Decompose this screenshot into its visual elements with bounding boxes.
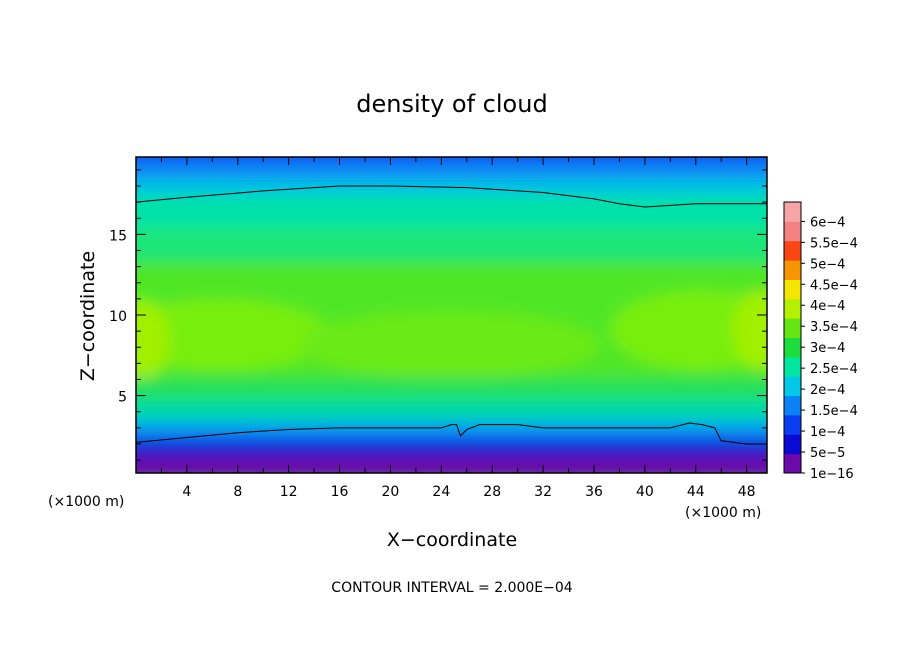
colorbar-label: 6e−4 [810,215,845,230]
field-core-center [300,311,600,379]
field-core-left [136,299,330,371]
colorbar-label: 1e−16 [810,467,854,482]
field-core-edge-right [732,290,767,370]
colorbar-swatch [784,318,801,338]
x-tick-label: 20 [382,484,400,500]
colorbar-swatch [784,453,801,474]
colorbar-label: 3.5e−4 [810,320,858,335]
colorbar-label: 4e−4 [810,299,845,314]
colorbar-label: 1e−4 [810,425,845,440]
colorbar-swatch [784,337,801,358]
colorbar-swatch [784,240,801,261]
colorbar-swatch [784,434,801,455]
x-unit-right: (×1000 m) [685,505,761,521]
colorbar-swatch [784,395,801,416]
density-field [136,157,767,473]
colorbar-label: 5e−4 [810,257,845,272]
colorbar-frame [783,201,802,474]
x-tick-label: 36 [585,484,603,500]
contour-line-upper [136,185,767,208]
colorbar-swatch [784,202,801,222]
field-core-edge-left [136,300,170,380]
x-tick-label: 40 [636,484,654,500]
colorbar-swatch [784,221,801,242]
x-tick-label: 8 [233,484,242,500]
colorbar: 1e−16 5e−5 1e−4 1.5e−4 2e−4 2.5e−4 3e−4 3.5e−4 4… [783,201,858,482]
chart-title: density of cloud [356,90,547,118]
colorbar-swatch [784,279,801,300]
y-tick-label: 5 [118,390,127,406]
contour-interval-label: CONTOUR INTERVAL = 2.000E−04 [331,580,572,596]
colorbar-swatch [784,414,801,435]
x-axis: 4 8 12 16 20 24 28 32 36 40 44 48 [160,157,756,500]
colorbar-label: 3e−4 [810,341,845,356]
colorbar-label: 4.5e−4 [810,278,858,293]
field-top-cyan [136,180,767,200]
field-bottom-dark [136,442,767,460]
field-upper-green [136,228,767,268]
x-tick-label: 16 [331,484,349,500]
colorbar-swatch [784,356,801,377]
x-tick-label: 32 [534,484,552,500]
colorbar-label: 5.5e−4 [810,236,858,251]
x-tick-label: 24 [432,484,450,500]
y-tick-label: 15 [109,228,127,244]
contour-line-lower [136,422,767,445]
x-tick-label: 4 [182,484,191,500]
field-upper-teal [136,196,767,234]
x-axis-title: X−coordinate [387,529,517,551]
colorbar-label: 2e−4 [810,383,845,398]
colorbar-swatch [784,298,801,319]
x-unit-left: (×1000 m) [48,494,124,510]
field-top-blue [136,162,767,184]
x-tick-label: 12 [280,484,298,500]
x-tick-label: 44 [687,484,705,500]
y-axis-title: Z−coordinate [77,251,99,381]
colorbar-label: 2.5e−4 [810,362,858,377]
y-axis: 5 10 15 [109,169,767,461]
y-tick-label: 10 [109,309,127,325]
x-tick-label: 28 [483,484,501,500]
x-tick-label: 48 [738,484,756,500]
colorbar-swatch [784,260,801,280]
colorbar-label: 5e−5 [810,446,845,461]
field-core-right [610,290,767,370]
colorbar-swatch [784,376,801,397]
field-bottom-purple [136,456,767,473]
plot-area [136,157,767,473]
colorbar-label: 1.5e−4 [810,404,858,419]
